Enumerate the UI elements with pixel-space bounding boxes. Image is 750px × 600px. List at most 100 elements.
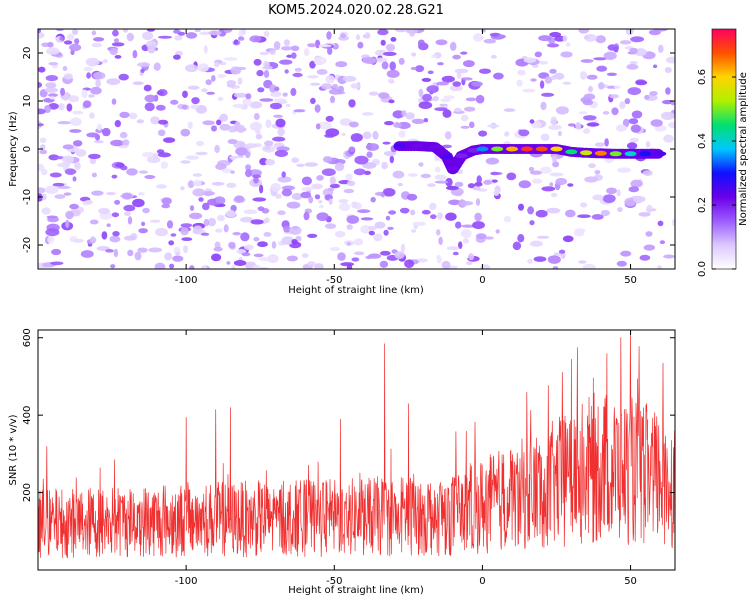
heatmap-cell xyxy=(318,44,332,48)
heatmap-cell xyxy=(512,241,522,251)
heatmap-cell xyxy=(349,121,359,128)
heatmap-cell xyxy=(307,43,317,48)
heatmap-cell xyxy=(191,97,200,105)
heatmap-cell xyxy=(445,212,457,221)
heatmap-cell xyxy=(286,201,301,209)
heatmap-cell xyxy=(453,107,462,113)
heatmap-cell xyxy=(493,189,500,196)
heatmap-cell xyxy=(249,35,262,43)
heatmap-cell xyxy=(548,124,562,130)
heatmap-cell xyxy=(629,47,638,55)
heatmap-cell xyxy=(226,261,231,265)
heatmap-cell xyxy=(427,183,436,188)
heatmap-cell xyxy=(105,249,114,253)
heatmap-cell xyxy=(259,184,264,194)
heatmap-cell xyxy=(649,91,658,96)
heatmap-cell xyxy=(255,129,261,134)
heatmap-cell xyxy=(394,251,405,259)
heatmap-cell xyxy=(102,127,111,137)
heatmap-cell xyxy=(144,102,155,112)
heatmap-cell xyxy=(316,69,328,75)
heatmap-cell xyxy=(592,194,604,201)
heatmap-cell xyxy=(226,182,237,188)
heatmap-cell xyxy=(114,55,122,59)
heatmap-cell xyxy=(214,144,220,154)
heatmap-cell xyxy=(59,36,64,41)
heatmap-cell xyxy=(426,85,439,94)
heatmap-cell xyxy=(213,246,223,252)
heatmap-cell xyxy=(118,73,129,81)
heatmap-cell xyxy=(417,39,425,47)
heatmap-cell xyxy=(600,209,610,217)
colorbar: 0.0 0.2 0.4 0.6 Normalized spectral amplitu… xyxy=(697,28,749,277)
heatmap-cell xyxy=(311,183,323,190)
heatmap-cell xyxy=(277,176,292,183)
y-tick-label: 200 xyxy=(22,483,33,502)
snr-series-line xyxy=(38,331,675,559)
heatmap-cell xyxy=(242,98,252,106)
heatmap-cell xyxy=(194,29,201,33)
heatmap-cell xyxy=(238,142,245,147)
heatmap-cell xyxy=(531,178,543,184)
heatmap-cell xyxy=(316,212,329,222)
heatmap-cell xyxy=(659,240,666,245)
heatmap-cell xyxy=(368,230,375,236)
heatmap-cell xyxy=(228,241,236,249)
heatmap-cell xyxy=(475,198,481,206)
heatmap-cell xyxy=(642,170,653,177)
x-tick-label: 50 xyxy=(624,576,637,587)
heatmap-cell xyxy=(325,75,335,84)
heatmap-cell xyxy=(174,35,183,41)
heatmap-cell xyxy=(357,41,364,49)
heatmap-cell xyxy=(63,73,73,80)
heatmap-cell xyxy=(393,122,402,128)
heatmap-cell xyxy=(257,206,265,211)
heatmap-cell xyxy=(83,66,93,72)
heatmap-cell xyxy=(379,260,389,268)
heatmap-cell xyxy=(351,257,360,262)
heatmap-cell xyxy=(114,199,121,205)
heatmap-cell xyxy=(670,101,675,106)
y-tick-label: 10 xyxy=(22,95,33,108)
heatmap-cell xyxy=(550,116,558,126)
heatmap-cell xyxy=(111,212,120,218)
heatmap-cell xyxy=(202,202,210,211)
heatmap-cell xyxy=(236,124,246,133)
heatmap-cell xyxy=(314,104,321,113)
heatmap-cell xyxy=(180,186,185,191)
heatmap-cell xyxy=(81,89,88,99)
heatmap-cell xyxy=(567,183,574,187)
heatmap-cell xyxy=(169,263,175,269)
heatmap-cell xyxy=(132,50,138,59)
heatmap-cell xyxy=(153,62,161,71)
heatmap-cell xyxy=(653,64,658,69)
heatmap-cell xyxy=(427,70,434,75)
heatmap-cell xyxy=(216,214,225,222)
heatmap-cell xyxy=(337,252,346,261)
heatmap-cell xyxy=(157,152,171,158)
heatmap-cell xyxy=(65,210,74,220)
heatmap-cell xyxy=(616,189,621,197)
heatmap-cell xyxy=(46,215,58,219)
heatmap-cell xyxy=(351,134,357,142)
heatmap-cell xyxy=(115,162,125,168)
heatmap-cell xyxy=(48,62,59,66)
heatmap-cell xyxy=(472,221,485,230)
heatmap-cell xyxy=(624,98,631,105)
snr-x-axis-label: Height of straight line (km) xyxy=(288,585,424,596)
x-tick-label: 0 xyxy=(479,275,485,286)
heatmap-cell xyxy=(127,216,133,225)
heatmap-cell xyxy=(604,138,609,147)
heatmap-cell xyxy=(275,193,282,199)
heatmap-cell xyxy=(448,199,461,206)
y-tick-label: 0 xyxy=(22,146,33,152)
heatmap-cell xyxy=(619,40,632,45)
heatmap-cell xyxy=(388,78,395,84)
heatmap-cell xyxy=(434,174,447,181)
signal-point xyxy=(594,150,607,156)
heatmap-cell xyxy=(539,80,545,89)
heatmap-cell xyxy=(41,207,51,215)
heatmap-cell xyxy=(227,138,238,145)
heatmap-cell xyxy=(223,57,238,61)
heatmap-cell xyxy=(657,220,664,227)
